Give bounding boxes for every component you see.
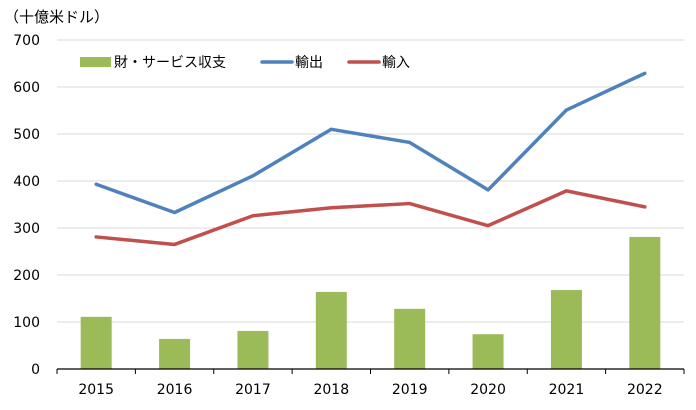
bar-series (80, 236, 661, 369)
x-tick-label: 2017 (235, 382, 271, 398)
bar-2018 (315, 291, 347, 369)
bar-2016 (159, 338, 191, 369)
y-axis-unit-label: （十億米ドル） (4, 8, 109, 26)
y-tick-label: 500 (13, 127, 40, 143)
line-series (94, 71, 647, 247)
gridlines (57, 39, 684, 323)
x-tick-label: 2019 (392, 382, 428, 398)
x-tick-label: 2022 (627, 382, 663, 398)
y-tick-label: 400 (13, 174, 40, 190)
bar-2015 (80, 316, 112, 369)
bar-2022 (629, 236, 661, 369)
bar-2021 (550, 290, 582, 369)
y-tick-label: 700 (13, 33, 40, 49)
bar-2020 (472, 334, 504, 369)
y-tick-labels: 0 100 200 300 400 500 600 700 (13, 33, 40, 378)
legend: 財・サービス収支 輸出 輸入 (80, 55, 410, 71)
x-tick-label: 2016 (157, 382, 193, 398)
bar-2019 (394, 308, 426, 369)
y-tick-label: 300 (13, 221, 40, 237)
x-tick-label: 2021 (549, 382, 585, 398)
y-tick-label: 0 (31, 362, 40, 378)
legend-label: 輸入 (382, 55, 410, 71)
y-tick-label: 200 (13, 268, 40, 284)
y-tick-label: 100 (13, 315, 40, 331)
line-series-2 (94, 189, 647, 247)
legend-swatch-bar (80, 57, 111, 67)
x-tick-label: 2015 (78, 382, 114, 398)
x-tick-label: 2020 (470, 382, 506, 398)
legend-label: 輸出 (295, 55, 323, 71)
legend-label: 財・サービス収支 (114, 55, 226, 71)
line-series-1 (94, 71, 647, 215)
x-tick-labels: 2015 2016 2017 2018 2019 2020 2021 2022 (78, 382, 662, 398)
y-tick-label: 600 (13, 80, 40, 96)
x-axis (56, 368, 685, 374)
x-tick-label: 2018 (313, 382, 349, 398)
bar-2017 (237, 330, 269, 369)
